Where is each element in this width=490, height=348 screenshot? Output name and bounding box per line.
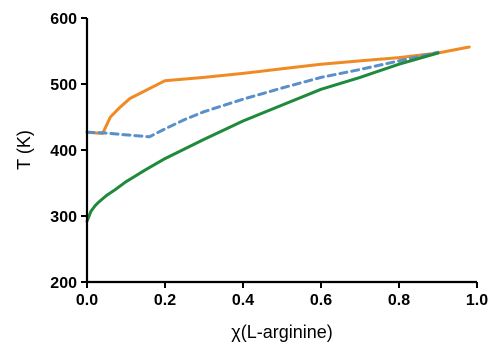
y-axis-title: T (K) xyxy=(14,130,34,170)
series-line-3 xyxy=(85,51,440,223)
y-ticks: 200 300 400 500 600 xyxy=(50,11,87,292)
y-tick-label: 200 xyxy=(50,275,77,292)
y-tick-label: 400 xyxy=(50,143,77,160)
x-tick-label: 0.6 xyxy=(310,292,332,309)
x-tick-label: 1.0 xyxy=(466,292,488,309)
x-ticks: 0.0 0.2 0.4 0.6 0.8 1.0 xyxy=(76,282,488,309)
x-tick-label: 0.8 xyxy=(388,292,410,309)
y-tick-label: 500 xyxy=(50,77,77,94)
series-layer xyxy=(85,45,471,223)
y-tick-label: 300 xyxy=(50,209,77,226)
x-tick-label: 0.0 xyxy=(76,292,98,309)
x-tick-label: 0.4 xyxy=(232,292,254,309)
series-line-2 xyxy=(85,50,440,139)
series-line-1 xyxy=(85,45,471,135)
x-axis-title: χ(L-arginine) xyxy=(231,322,333,342)
y-tick-label: 600 xyxy=(50,11,77,28)
x-tick-label: 0.2 xyxy=(154,292,176,309)
